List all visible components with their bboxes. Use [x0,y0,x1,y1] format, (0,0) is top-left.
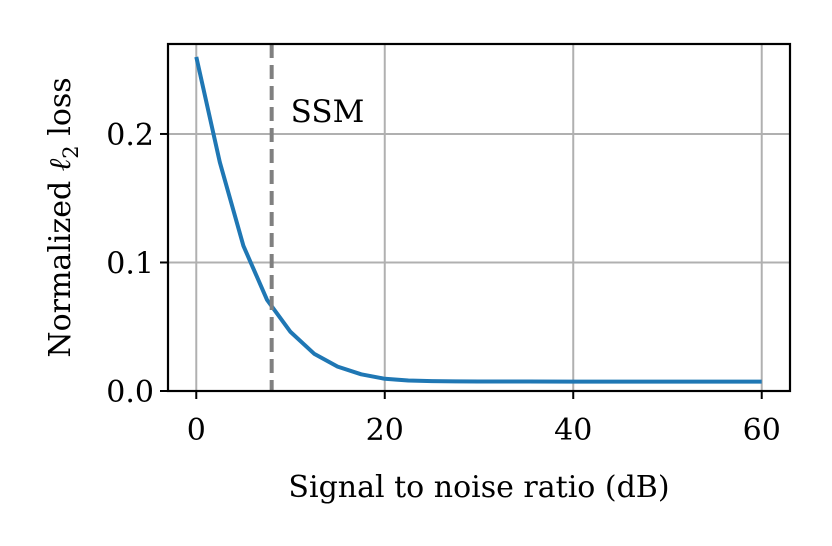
plot-frame [166,42,792,393]
ticks-layer: 0 20 40 60 0.0 0.1 0.2 [106,118,781,448]
y-tick-label-0: 0.0 [106,375,154,410]
x-tick-label-3: 60 [743,413,781,448]
y-tick-label-2: 0.2 [106,118,154,153]
x-axis-label: Signal to noise ratio (dB) [288,470,669,505]
x-tick-label-0: 0 [187,413,206,448]
x-tick-label-2: 40 [554,413,592,448]
annotation-layer: SSM [269,44,365,391]
y-axis-label-symbol: ℓ [43,158,78,171]
x-tick-label-1: 20 [366,413,404,448]
y-tick-label-1: 0.1 [106,246,154,281]
y-axis-label: Normalized ℓ2 loss [43,77,83,357]
series-line-0 [194,56,762,384]
vline-label-0: SSM [291,94,365,130]
y-axis-label-suffix: loss [43,77,78,145]
grid [168,44,790,392]
y-axis-label-subscript: 2 [59,145,83,158]
y-axis-label-prefix: Normalized [43,171,78,357]
series-layer [194,56,762,384]
